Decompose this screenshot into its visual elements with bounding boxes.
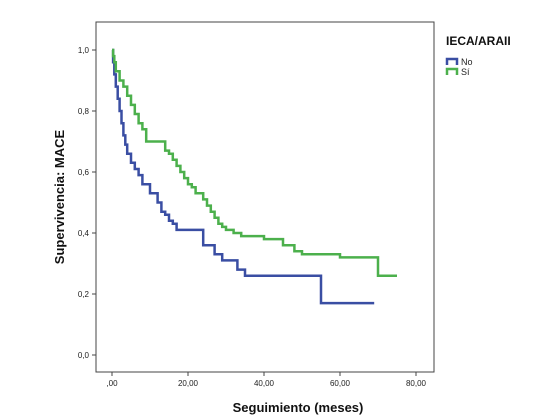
y-tick-label: 1,0 xyxy=(78,46,90,55)
legend-swatch xyxy=(445,67,459,75)
x-tick-label: 20,00 xyxy=(178,379,199,388)
legend-label: No xyxy=(461,57,473,67)
legend-title: IECA/ARAII xyxy=(446,34,511,48)
x-axis-title: Seguimiento (meses) xyxy=(233,400,364,415)
axes: 0,0 0,2 0,4 0,6 0,8 1,0 ,00 20,00 40,00 60,00 80,0… xyxy=(78,46,427,388)
y-tick-label: 0,2 xyxy=(78,290,90,299)
y-tick-label: 0,6 xyxy=(78,168,90,177)
series-line-si xyxy=(111,48,397,277)
series-line-no xyxy=(111,48,375,305)
legend-swatch xyxy=(445,57,459,65)
y-tick-label: 0,4 xyxy=(78,229,90,238)
y-axis-title: Supervivencia: MACE xyxy=(52,129,67,264)
y-tick-label: 0,8 xyxy=(78,107,90,116)
plot-frame xyxy=(95,21,435,373)
x-tick-label: 80,00 xyxy=(406,379,427,388)
legend-label: Sí xyxy=(461,67,470,77)
survival-curves xyxy=(111,48,397,305)
x-tick-label: ,00 xyxy=(106,379,118,388)
y-tick-label: 0,0 xyxy=(78,351,90,360)
x-tick-label: 60,00 xyxy=(330,379,351,388)
x-tick-label: 40,00 xyxy=(254,379,275,388)
